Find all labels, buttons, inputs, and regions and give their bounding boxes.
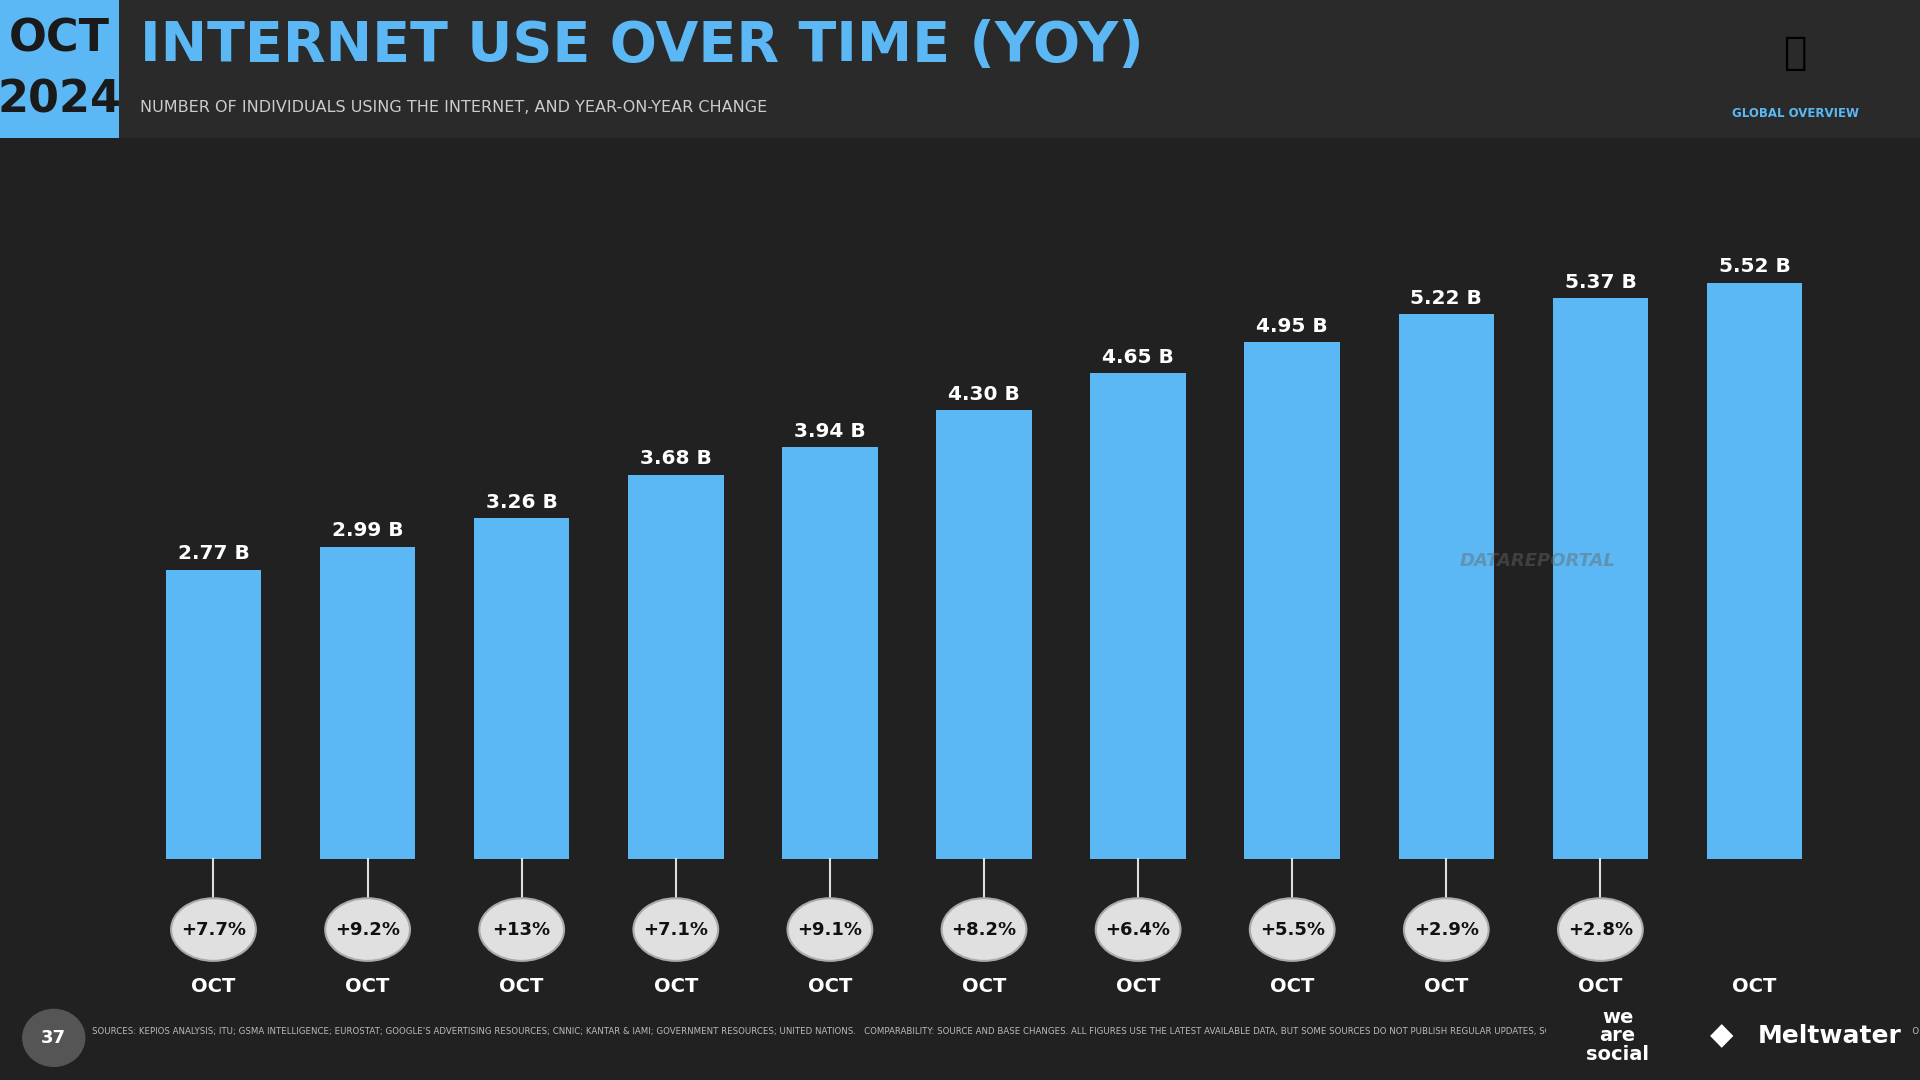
Text: +7.1%: +7.1% — [643, 920, 708, 939]
Text: +9.1%: +9.1% — [797, 920, 862, 939]
Text: 37: 37 — [40, 1029, 67, 1047]
Bar — [781, 447, 877, 859]
Ellipse shape — [1250, 899, 1334, 961]
Text: 4.65 B: 4.65 B — [1102, 348, 1173, 367]
Text: 2.77 B: 2.77 B — [177, 544, 250, 564]
Text: ◆: ◆ — [1709, 1022, 1734, 1051]
Ellipse shape — [634, 899, 718, 961]
Ellipse shape — [23, 1009, 84, 1067]
Ellipse shape — [787, 899, 872, 961]
Text: +6.4%: +6.4% — [1106, 920, 1171, 939]
Text: +13%: +13% — [493, 920, 551, 939]
Text: +8.2%: +8.2% — [952, 920, 1016, 939]
Text: NUMBER OF INDIVIDUALS USING THE INTERNET, AND YEAR-ON-YEAR CHANGE: NUMBER OF INDIVIDUALS USING THE INTERNET… — [140, 100, 768, 116]
Bar — [165, 569, 261, 859]
Text: GLOBAL OVERVIEW: GLOBAL OVERVIEW — [1732, 107, 1859, 120]
Text: +5.5%: +5.5% — [1260, 920, 1325, 939]
Text: +9.2%: +9.2% — [336, 920, 399, 939]
Text: Meltwater: Meltwater — [1759, 1024, 1901, 1048]
Ellipse shape — [324, 899, 411, 961]
Bar — [321, 546, 415, 859]
Ellipse shape — [1557, 899, 1644, 961]
Bar — [474, 518, 570, 859]
Bar — [937, 410, 1031, 859]
Bar — [1244, 342, 1340, 859]
Text: 4.30 B: 4.30 B — [948, 384, 1020, 404]
Bar — [628, 474, 724, 859]
Bar — [1553, 298, 1647, 859]
Text: 4.95 B: 4.95 B — [1256, 316, 1329, 336]
Ellipse shape — [171, 899, 255, 961]
Text: 3.68 B: 3.68 B — [639, 449, 712, 469]
Ellipse shape — [941, 899, 1027, 961]
Text: 2024: 2024 — [0, 78, 121, 121]
Text: we
are
social: we are social — [1586, 1009, 1649, 1064]
Text: 🌍: 🌍 — [1784, 33, 1807, 71]
Text: INTERNET USE OVER TIME (YOY): INTERNET USE OVER TIME (YOY) — [140, 18, 1144, 72]
Text: 5.37 B: 5.37 B — [1565, 273, 1636, 292]
Ellipse shape — [480, 899, 564, 961]
Bar — [1091, 374, 1187, 859]
Text: +7.7%: +7.7% — [180, 920, 246, 939]
Text: SOURCES: KEPIOS ANALYSIS; ITU; GSMA INTELLIGENCE; EUROSTAT; GOOGLE'S ADVERTISING: SOURCES: KEPIOS ANALYSIS; ITU; GSMA INTE… — [92, 1027, 1920, 1037]
Bar — [1707, 283, 1803, 859]
Text: 5.52 B: 5.52 B — [1718, 257, 1791, 276]
Text: OCT: OCT — [10, 17, 109, 60]
Text: DATAREPORTAL: DATAREPORTAL — [1459, 552, 1615, 569]
Text: 5.22 B: 5.22 B — [1411, 288, 1482, 308]
Text: +2.8%: +2.8% — [1569, 920, 1634, 939]
Text: +2.9%: +2.9% — [1413, 920, 1478, 939]
Text: 3.94 B: 3.94 B — [795, 422, 866, 442]
Text: 3.26 B: 3.26 B — [486, 494, 557, 512]
Text: 2.99 B: 2.99 B — [332, 522, 403, 540]
Ellipse shape — [1096, 899, 1181, 961]
Bar — [1398, 314, 1494, 859]
Ellipse shape — [1404, 899, 1488, 961]
